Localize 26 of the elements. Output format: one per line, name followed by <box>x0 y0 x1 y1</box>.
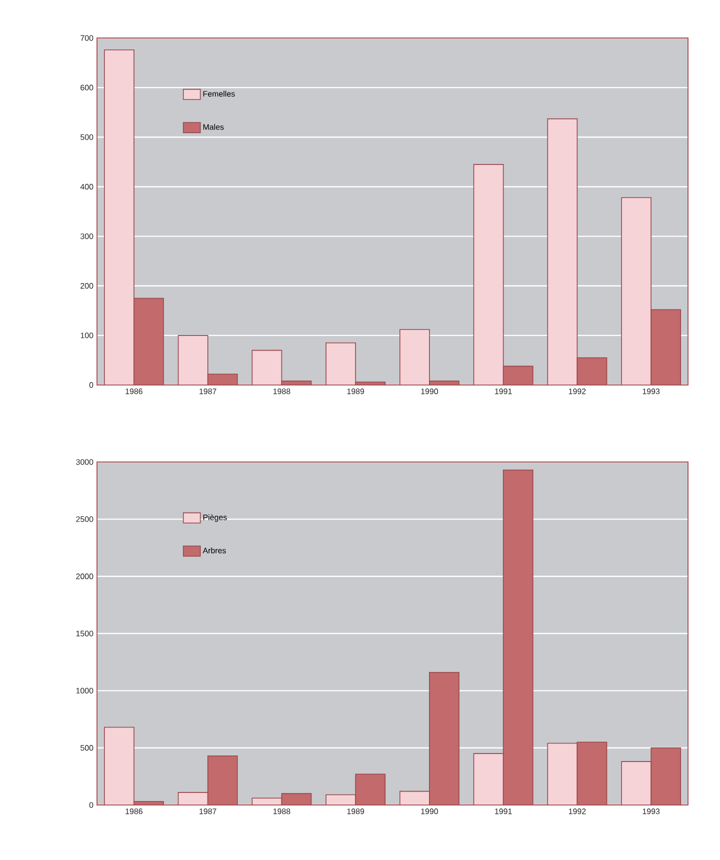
bar <box>621 197 652 386</box>
bar <box>326 342 356 386</box>
bar <box>178 335 208 386</box>
bar <box>282 794 312 806</box>
bar <box>356 774 386 806</box>
bar <box>400 791 430 806</box>
bar <box>577 742 607 806</box>
bar <box>474 754 504 806</box>
bar <box>208 374 238 386</box>
bar <box>577 358 607 386</box>
bar <box>208 756 238 806</box>
bar <box>104 727 134 806</box>
bar <box>400 329 430 386</box>
bar <box>178 792 208 806</box>
bar <box>252 350 282 386</box>
bar <box>429 672 459 806</box>
bar <box>548 743 578 806</box>
bar <box>650 747 682 806</box>
bar <box>503 366 533 386</box>
bar <box>104 50 134 386</box>
bar <box>134 298 164 386</box>
bar <box>548 118 578 386</box>
bar <box>503 470 533 806</box>
bar <box>621 761 652 806</box>
bar <box>474 164 504 386</box>
bar <box>650 309 682 386</box>
